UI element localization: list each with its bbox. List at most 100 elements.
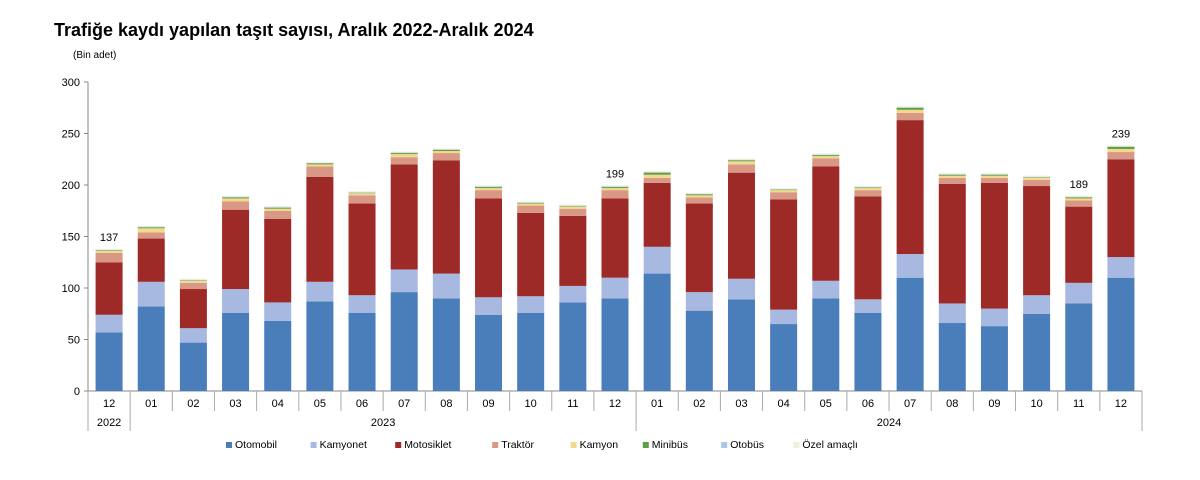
bar-segment	[306, 176, 334, 282]
bar-segment	[1065, 206, 1093, 283]
bar-segment	[854, 186, 882, 188]
bar-segment	[264, 210, 292, 219]
bar-segment	[854, 187, 882, 189]
x-tick-label: 01	[651, 398, 663, 410]
bar-segment	[179, 282, 207, 290]
bar-segment	[306, 164, 334, 167]
bar-segment	[643, 172, 671, 173]
bar-segment	[95, 332, 123, 391]
bar-segment	[264, 302, 292, 321]
bar-segment	[432, 151, 460, 154]
bar-segment	[643, 171, 671, 173]
bar-segment	[938, 183, 966, 304]
bar-segment	[179, 280, 207, 281]
year-label: 2022	[97, 417, 121, 429]
y-tick-label: 50	[68, 335, 80, 347]
bar-segment	[222, 197, 250, 199]
legend-label: Traktör	[501, 439, 534, 451]
bar-segment	[137, 232, 165, 239]
bar-segment	[1107, 146, 1135, 149]
bar-segment	[348, 192, 376, 193]
bar-segment	[137, 226, 165, 228]
bar-segment	[1065, 198, 1093, 201]
bar-segment	[1023, 295, 1051, 314]
bar-segment	[601, 185, 629, 187]
bar-segment	[643, 273, 671, 391]
bar-segment	[938, 174, 966, 175]
bar-segment	[517, 312, 545, 391]
bar-segment	[264, 208, 292, 211]
bar-segment	[727, 172, 755, 279]
bar-segment	[390, 157, 418, 165]
bar-segment	[95, 250, 123, 253]
bar-segment	[812, 280, 840, 299]
legend-label: Otobüs	[730, 439, 764, 451]
bar-segment	[306, 161, 334, 163]
bar-segment	[643, 177, 671, 183]
x-tick-label: 06	[862, 398, 874, 410]
bar-segment	[812, 158, 840, 167]
legend-label: Otomobil	[235, 439, 277, 451]
x-tick-label: 05	[820, 398, 832, 410]
bar-segment	[432, 160, 460, 274]
bar-segment	[559, 215, 587, 286]
x-tick-label: 08	[946, 398, 958, 410]
bar-segment	[727, 299, 755, 391]
bar-segment	[770, 188, 798, 190]
x-tick-label: 05	[314, 398, 326, 410]
bar-segment	[348, 312, 376, 391]
bar-segment	[1107, 257, 1135, 278]
bar-segment	[812, 153, 840, 155]
bar-segment	[938, 177, 966, 184]
bar-segment	[1107, 146, 1135, 147]
bar-segment	[1065, 303, 1093, 391]
bar-segment	[559, 206, 587, 207]
bar-segment	[601, 186, 629, 188]
bar-segment	[854, 299, 882, 313]
bar-segment	[348, 191, 376, 193]
legend: Otomobil Kamyonet Motosiklet Traktör Kamyon M…	[226, 439, 858, 451]
legend-label: Kamyonet	[320, 439, 367, 451]
bar-segment	[980, 308, 1008, 327]
chart-title: Trafiğe kaydı yapılan taşıt sayısı, Aral…	[54, 20, 534, 40]
bar-segment	[896, 112, 924, 121]
total-data-label: 189	[1070, 179, 1088, 191]
bar-segment	[896, 106, 924, 108]
bar-segment	[475, 190, 503, 199]
x-tick-label: 12	[609, 398, 621, 410]
bar-segment	[685, 203, 713, 293]
bar-segment	[770, 309, 798, 325]
legend-swatch	[721, 442, 728, 448]
bar-segment	[306, 301, 334, 391]
bar-segment	[980, 174, 1008, 176]
bar-segment	[95, 249, 123, 251]
bar-segment	[854, 187, 882, 188]
bar-segment	[812, 166, 840, 281]
data-labels: 137 199 189 239	[100, 128, 1130, 244]
bar-segment	[517, 203, 545, 204]
bar-segment	[1065, 196, 1093, 198]
bar-segment	[1065, 197, 1093, 199]
bar-segment	[685, 292, 713, 311]
bar-segment	[1023, 186, 1051, 296]
bar-segment	[517, 201, 545, 203]
bar-segment	[348, 192, 376, 194]
bar-segment	[812, 156, 840, 159]
legend-swatch	[793, 442, 800, 448]
bar-segment	[222, 209, 250, 290]
bar-segment	[559, 205, 587, 207]
x-tick-label: 12	[1115, 398, 1127, 410]
bar-segment	[727, 164, 755, 173]
bar-segment	[896, 277, 924, 391]
bar-segment	[1023, 179, 1051, 187]
bar-segment	[643, 172, 671, 175]
bar-segment	[727, 161, 755, 165]
bar-segment	[896, 107, 924, 108]
bar-segment	[770, 189, 798, 190]
bar-segment	[559, 302, 587, 391]
legend-swatch	[226, 442, 232, 448]
bar-segment	[896, 109, 924, 113]
bar-segment	[475, 187, 503, 189]
legend-swatch	[310, 442, 317, 448]
bar-segment	[222, 196, 250, 198]
